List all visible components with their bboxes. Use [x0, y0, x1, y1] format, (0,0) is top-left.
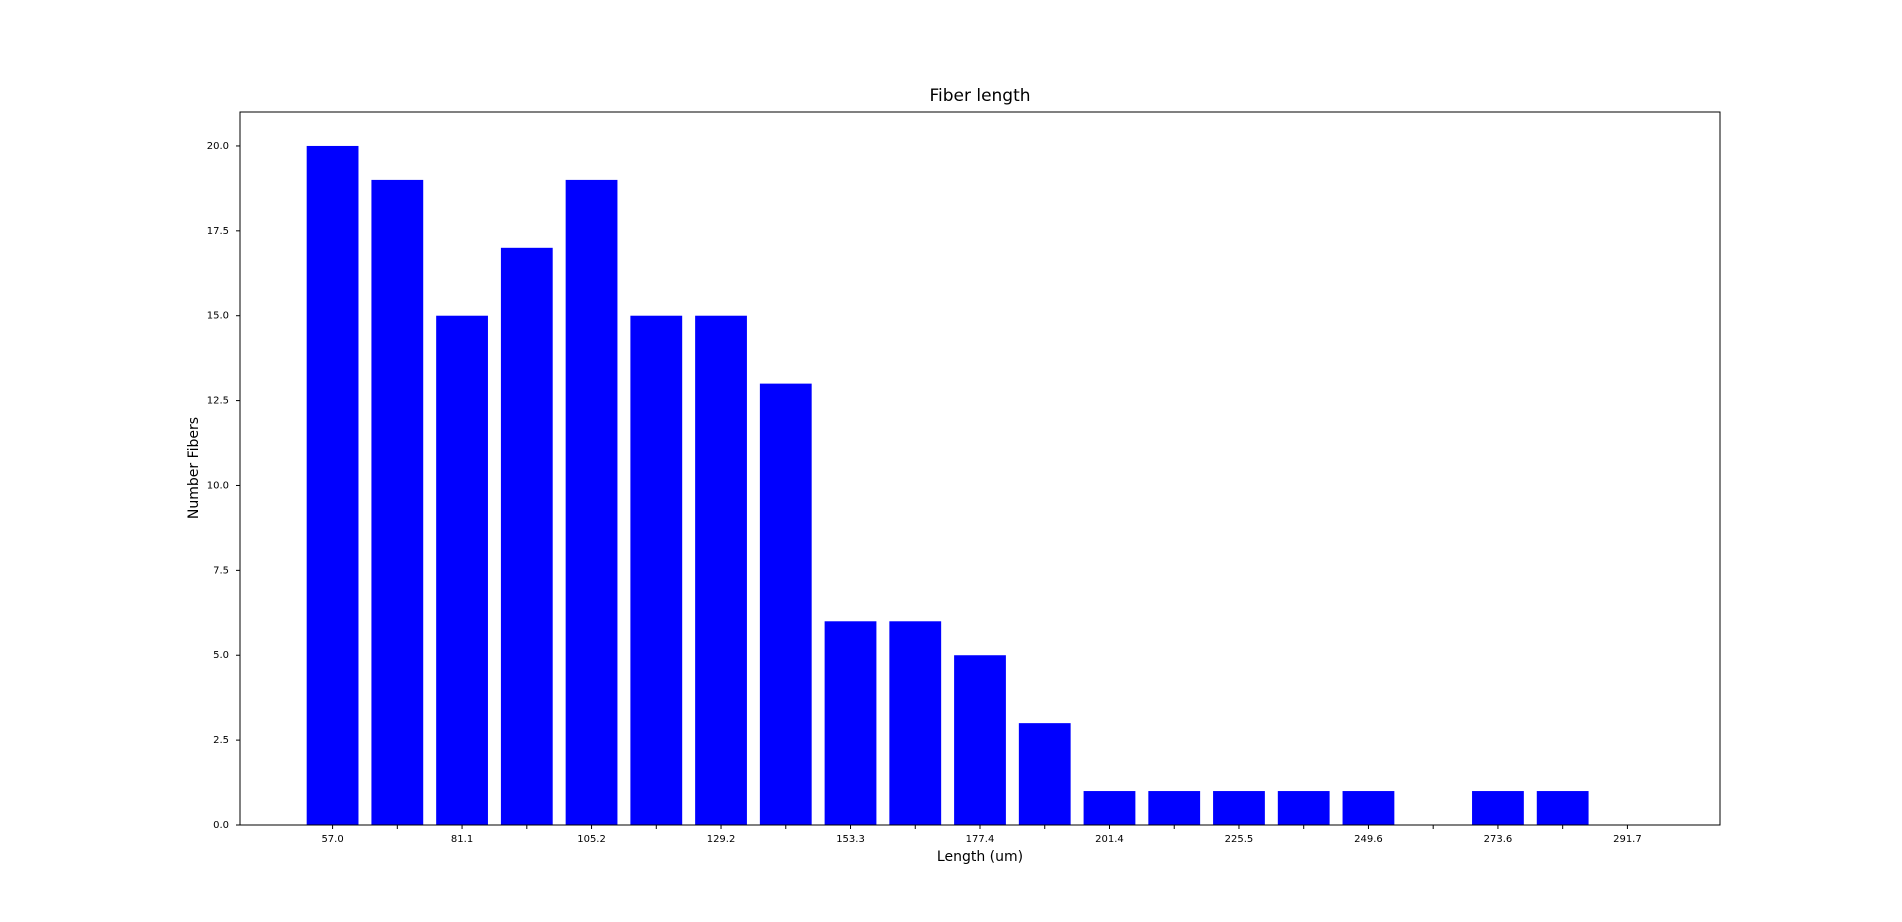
- x-tick-label: 57.0: [321, 834, 343, 845]
- x-tick-label: 225.5: [1225, 834, 1254, 845]
- chart-title: Fiber length: [929, 86, 1030, 106]
- x-tick-label: 249.6: [1354, 834, 1383, 845]
- x-axis-label: Length (um): [937, 849, 1023, 865]
- y-tick-label: 20.0: [207, 141, 229, 152]
- x-tick-label: 273.6: [1484, 834, 1513, 845]
- bar: [565, 179, 618, 825]
- bar: [1083, 791, 1136, 825]
- x-tick-label: 105.2: [577, 834, 606, 845]
- bar: [1213, 791, 1265, 825]
- bar: [306, 145, 359, 825]
- x-tick-label: 201.4: [1095, 834, 1124, 845]
- bar: [436, 315, 488, 825]
- x-tick-label: 291.7: [1613, 834, 1642, 845]
- bar: [1277, 791, 1330, 825]
- y-tick-label: 0.0: [213, 820, 229, 831]
- bar: [954, 655, 1006, 825]
- y-axis-label: Number Fibers: [186, 417, 202, 519]
- y-tick-label: 15.0: [207, 311, 229, 322]
- plot-frame: [239, 111, 1721, 826]
- bar: [630, 315, 683, 825]
- bar: [500, 247, 553, 826]
- bar: [824, 621, 877, 825]
- y-tick-label: 17.5: [207, 226, 229, 237]
- bar: [1342, 791, 1395, 825]
- y-tick-label: 2.5: [213, 735, 229, 746]
- x-tick-label: 81.1: [451, 834, 473, 845]
- x-tick-label: 153.3: [836, 834, 865, 845]
- bar: [1472, 791, 1524, 825]
- bar: [889, 621, 942, 825]
- bar: [1018, 723, 1071, 825]
- bar: [759, 383, 812, 825]
- y-tick-label: 5.0: [213, 650, 229, 661]
- bar: [371, 179, 424, 825]
- bar: [1536, 791, 1589, 825]
- x-tick-label: 129.2: [707, 834, 736, 845]
- y-tick-label: 12.5: [207, 396, 229, 407]
- y-tick-label: 7.5: [213, 565, 229, 576]
- bar: [695, 315, 747, 825]
- x-tick-label: 177.4: [966, 834, 995, 845]
- bar: [1148, 791, 1201, 825]
- y-tick-label: 10.0: [207, 480, 229, 491]
